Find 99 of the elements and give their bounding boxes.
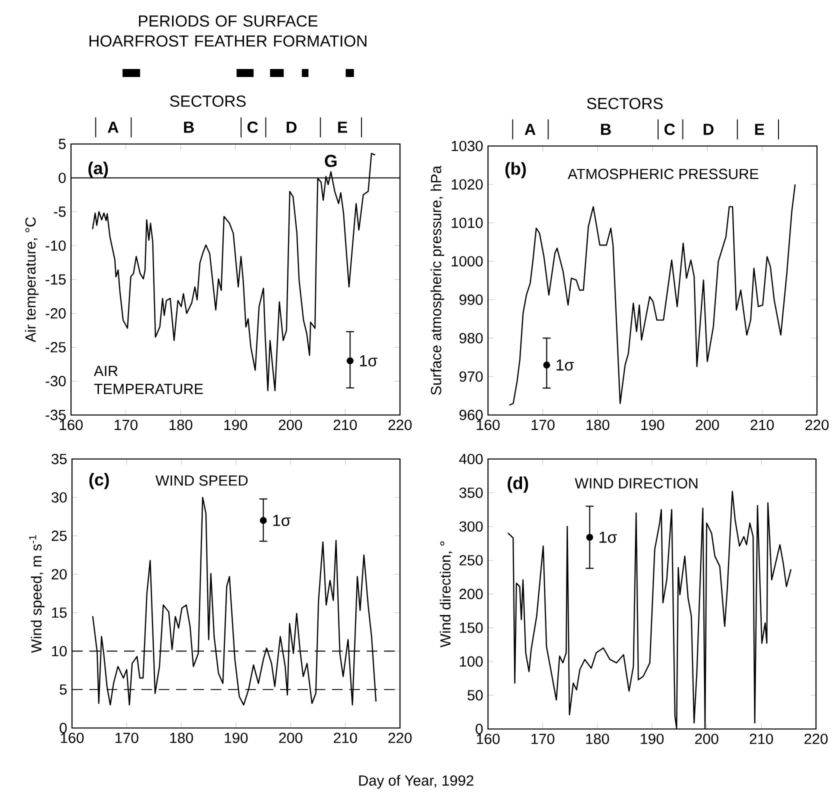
- bar: [346, 68, 354, 77]
- y-tick-label: 0: [60, 722, 67, 734]
- x-tick-label: 210: [334, 732, 357, 744]
- x-tick-label: 220: [804, 734, 828, 744]
- bar: [270, 68, 284, 77]
- y-tick-label: 30: [52, 492, 67, 503]
- x-tick-label: 160: [60, 732, 84, 744]
- line-series: [509, 184, 796, 406]
- x-tick-label: 180: [586, 734, 609, 744]
- annotation: SECTORS: [170, 96, 246, 107]
- x-tick-label: 200: [279, 732, 302, 744]
- x-tick-label: 200: [696, 420, 719, 430]
- x-tick-label: 170: [116, 732, 138, 744]
- x-tick-label: 180: [170, 420, 192, 430]
- x-tick-label: 220: [805, 420, 829, 430]
- series-label: 1σ: [556, 359, 574, 371]
- y-tick-label: 5: [60, 684, 67, 695]
- x-tick-label: 210: [750, 420, 774, 430]
- annotation: AIR TEMPERATURE: [94, 366, 203, 394]
- x-tick-label: 220: [388, 732, 412, 744]
- annotation: WIND DIRECTION: [574, 478, 698, 488]
- y-tick-label: 50: [468, 690, 483, 700]
- y-tick-label: 200: [460, 588, 483, 600]
- y-tick-label: 400: [459, 454, 483, 464]
- y-tick-label: 300: [459, 521, 483, 532]
- bar: [302, 68, 308, 77]
- x-tick-label: 200: [695, 734, 718, 744]
- y-axis-title: Wind speed, m s$^{-1}$: [29, 535, 44, 653]
- y-tick-label: 1020: [452, 179, 483, 190]
- annotation: WIND SPEED: [156, 475, 248, 486]
- y-tick-label: -10: [46, 240, 66, 251]
- x-tick-label: 170: [114, 420, 138, 430]
- y-tick-label: 15: [52, 608, 67, 618]
- y-tick-label: -30: [46, 376, 66, 386]
- x-tick-label: 170: [532, 734, 554, 744]
- x-tick-label: 190: [224, 732, 248, 744]
- y-tick-label: -25: [46, 342, 66, 352]
- annotation: G: [324, 154, 337, 168]
- text: E: [755, 124, 764, 135]
- y-tick-label: 35: [52, 454, 67, 464]
- x-tick-label: 170: [532, 420, 554, 430]
- bar: [236, 68, 254, 77]
- series-label: 1σ: [273, 514, 291, 526]
- annotation: (a): [88, 162, 108, 178]
- text: A: [524, 124, 536, 135]
- text: C: [247, 122, 258, 133]
- x-tick-label: 190: [640, 734, 664, 744]
- text: D: [286, 122, 297, 133]
- y-tick-label: 350: [459, 488, 483, 498]
- x-tick-label: 180: [586, 420, 610, 430]
- x-tick-label: 160: [476, 734, 500, 744]
- y-tick-label: 1000: [452, 256, 483, 266]
- x-tick-label: 200: [278, 420, 302, 430]
- annotation: (b): [505, 162, 526, 178]
- y-tick-label: 1010: [452, 218, 483, 228]
- annotation: (c): [89, 472, 109, 490]
- y-tick-label: 10: [52, 646, 67, 656]
- bar: [122, 68, 140, 77]
- y-tick-label: 0: [58, 172, 66, 184]
- y-tick-label: 980: [460, 332, 483, 344]
- text: B: [184, 122, 194, 133]
- x-axis-title: Day of Year, 1992: [359, 774, 474, 789]
- y-tick-label: 1030: [452, 140, 483, 152]
- annotation: (d): [508, 476, 528, 493]
- y-tick-label: 20: [52, 569, 67, 580]
- y-tick-label: -15: [46, 274, 66, 285]
- y-axis-title: Surface atmospheric pressure, hPa: [430, 166, 444, 395]
- series-label: 1σ: [360, 355, 378, 366]
- y-tick-label: 990: [460, 294, 483, 305]
- chart-title: PERIODS OF SURFACE HOARFROST FEATHER FORMATION: [90, 15, 366, 47]
- x-tick-label: 210: [750, 734, 773, 744]
- x-tick-label: 190: [224, 420, 248, 430]
- series-label: 1σ: [600, 532, 617, 543]
- text: E: [338, 122, 348, 133]
- y-tick-label: 960: [460, 410, 483, 420]
- y-tick-label: 100: [460, 656, 483, 667]
- x-tick-label: 220: [388, 420, 412, 430]
- x-tick-label: 160: [60, 420, 83, 430]
- x-tick-label: 210: [334, 420, 357, 430]
- y-tick-label: -20: [46, 308, 66, 319]
- text: A: [108, 122, 118, 133]
- x-tick-label: 160: [476, 420, 500, 430]
- x-tick-label: 190: [641, 420, 664, 430]
- y-tick-label: -35: [46, 410, 66, 420]
- text: SECTORS: [587, 98, 663, 110]
- y-axis-title: Wind direction, °: [440, 541, 452, 648]
- y-tick-label: 250: [460, 555, 483, 566]
- x-tick-label: 180: [170, 732, 193, 744]
- y-tick-label: 150: [460, 622, 483, 633]
- y-tick-label: 0: [476, 724, 483, 734]
- y-axis-title: Air temperature, °C: [24, 217, 39, 342]
- y-tick-label: 25: [52, 530, 67, 542]
- annotation: ATMOSPHERIC PRESSURE: [568, 168, 758, 180]
- text: C: [664, 124, 675, 135]
- text: B: [601, 124, 611, 135]
- text: D: [704, 124, 714, 135]
- y-tick-label: 970: [460, 371, 483, 382]
- y-tick-label: 5: [58, 138, 66, 150]
- y-tick-label: -5: [54, 206, 66, 217]
